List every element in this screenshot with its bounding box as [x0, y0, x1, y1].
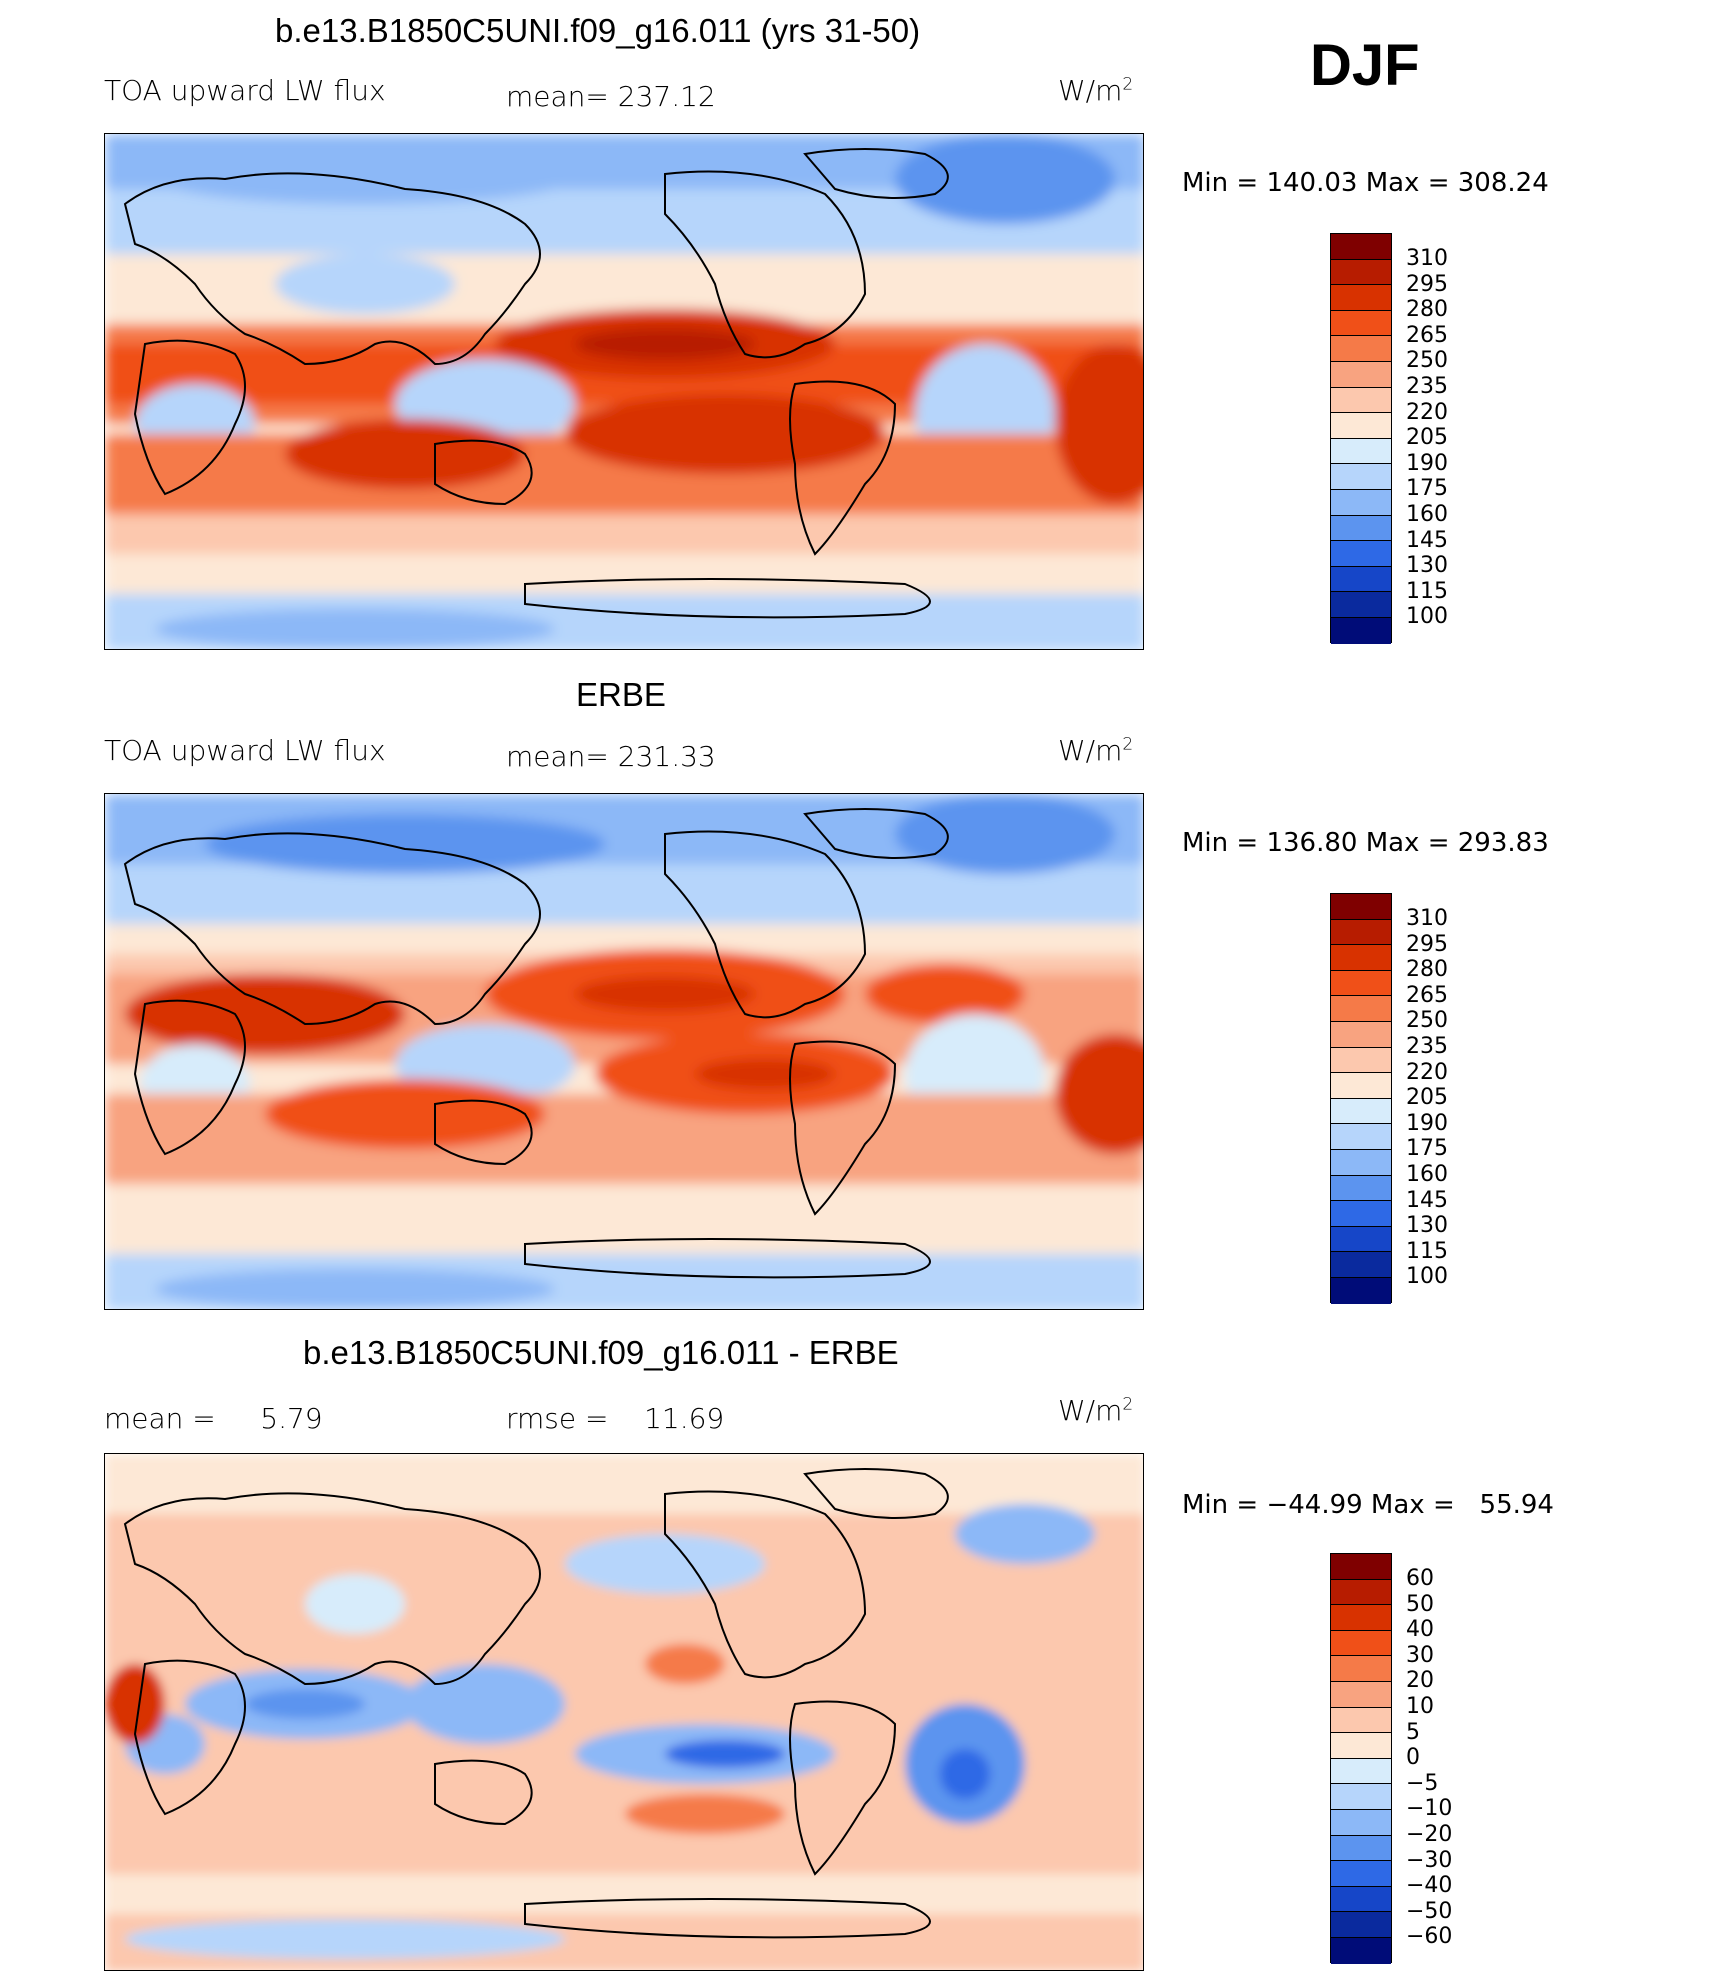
panel1-variable-label: TOA upward LW flux — [104, 74, 386, 107]
panel2-tick: 250 — [1406, 1008, 1448, 1033]
panel1-tick: 100 — [1406, 604, 1448, 629]
panel3-tick: 10 — [1406, 1694, 1434, 1719]
panel1-tick: 280 — [1406, 297, 1448, 322]
panel3-tick: 40 — [1406, 1617, 1434, 1642]
panel1-coastlines — [123, 148, 949, 619]
panel1-tick: 310 — [1406, 246, 1448, 271]
panel3-tick: −40 — [1406, 1873, 1453, 1898]
panel2-minmax: Min = 136.80 Max = 293.83 — [1182, 828, 1549, 858]
panel3-tick: −5 — [1406, 1771, 1439, 1796]
panel1-title: b.e13.B1850C5UNI.f09_g16.011 (yrs 31-50) — [275, 12, 921, 49]
panel2-title: ERBE — [576, 676, 666, 713]
panel1-map — [104, 133, 1144, 650]
panel3-rmse-label: rmse = 11.69 — [506, 1402, 725, 1435]
panel3-tick: 50 — [1406, 1592, 1434, 1617]
panel2-tick: 145 — [1406, 1188, 1448, 1213]
panel3-tick: −30 — [1406, 1848, 1453, 1873]
panel2-tick: 160 — [1406, 1162, 1448, 1187]
panel1-units: W/m2 — [1058, 74, 1134, 107]
panel2-tick: 115 — [1406, 1239, 1448, 1264]
panel3-mean-label: mean = 5.79 — [104, 1402, 323, 1435]
panel2-units: W/m2 — [1058, 734, 1134, 767]
panel3-tick: 20 — [1406, 1668, 1434, 1693]
panel1-field — [105, 134, 1143, 649]
panel1-tick: 265 — [1406, 323, 1448, 348]
panel3-tick: −10 — [1406, 1796, 1453, 1821]
panel1-tick: 205 — [1406, 425, 1448, 450]
panel3-minmax: Min = −44.99 Max = 55.94 — [1182, 1490, 1554, 1520]
panel2-tick: 310 — [1406, 906, 1448, 931]
panel3-tick: −20 — [1406, 1822, 1453, 1847]
panel1-tick: 175 — [1406, 476, 1448, 501]
panel1-mean-label: mean= 237.12 — [506, 80, 716, 113]
panel1-tick: 295 — [1406, 272, 1448, 297]
panel2-tick: 130 — [1406, 1213, 1448, 1238]
panel2-tick: 190 — [1406, 1111, 1448, 1136]
panel3-tick: 60 — [1406, 1566, 1434, 1591]
panel2-tick: 205 — [1406, 1085, 1448, 1110]
panel1-tick: 235 — [1406, 374, 1448, 399]
panel3-tick: 30 — [1406, 1643, 1434, 1668]
panel3-map — [104, 1453, 1144, 1971]
panel2-tick: 265 — [1406, 983, 1448, 1008]
panel2-tick: 295 — [1406, 932, 1448, 957]
panel2-coastlines — [123, 808, 949, 1279]
panel2-variable-label: TOA upward LW flux — [104, 734, 386, 767]
panel2-tick: 280 — [1406, 957, 1448, 982]
panel1-tick: 145 — [1406, 528, 1448, 553]
panel2-field — [105, 794, 1143, 1309]
panel3-coastlines — [123, 1468, 949, 1939]
panel3-colorbar — [1330, 1553, 1392, 1964]
panel3-title: b.e13.B1850C5UNI.f09_g16.011 - ERBE — [303, 1334, 899, 1371]
panel3-field — [105, 1454, 1143, 1970]
panel1-tick: 160 — [1406, 502, 1448, 527]
panel2-map — [104, 793, 1144, 1310]
panel3-tick: −50 — [1406, 1899, 1453, 1924]
panel3-tick: 5 — [1406, 1720, 1420, 1745]
panel1-colorbar — [1330, 233, 1392, 644]
panel1-tick: 250 — [1406, 348, 1448, 373]
panel1-tick: 220 — [1406, 400, 1448, 425]
panel3-tick: 0 — [1406, 1745, 1420, 1770]
panel2-colorbar — [1330, 893, 1392, 1304]
panel1-tick: 190 — [1406, 451, 1448, 476]
season-label: DJF — [1310, 33, 1420, 98]
panel3-tick: −60 — [1406, 1924, 1453, 1949]
panel2-tick: 220 — [1406, 1060, 1448, 1085]
panel2-tick: 175 — [1406, 1136, 1448, 1161]
panel2-mean-label: mean= 231.33 — [506, 740, 716, 773]
panel2-tick: 235 — [1406, 1034, 1448, 1059]
panel2-tick: 100 — [1406, 1264, 1448, 1289]
panel3-units: W/m2 — [1058, 1394, 1134, 1427]
panel1-tick: 115 — [1406, 579, 1448, 604]
panel1-minmax: Min = 140.03 Max = 308.24 — [1182, 168, 1549, 198]
panel1-tick: 130 — [1406, 553, 1448, 578]
